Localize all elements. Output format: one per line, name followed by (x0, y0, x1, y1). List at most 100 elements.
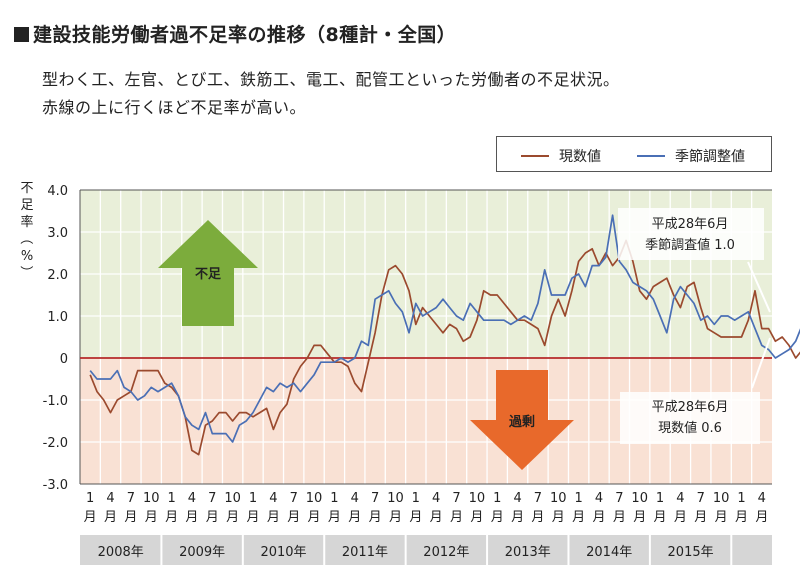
x-tick-month: 10 (306, 491, 323, 506)
x-tick-unit: 月 (633, 510, 646, 525)
x-tick-unit: 月 (185, 510, 198, 525)
callout-seasonal-box (618, 208, 764, 260)
x-tick-month: 10 (550, 491, 567, 506)
x-tick-unit: 月 (592, 510, 605, 525)
y-tick-label: -3.0 (43, 478, 68, 493)
x-tick-month: 1 (575, 491, 583, 506)
shortage-arrow-icon (158, 220, 258, 326)
x-tick-unit: 月 (552, 510, 565, 525)
legend-swatch-seasonal (637, 155, 665, 157)
x-tick-month: 7 (615, 491, 623, 506)
x-tick-unit: 月 (206, 510, 219, 525)
callout-seasonal-line2: 季節調査値 1.0 (645, 237, 735, 253)
x-tick-unit: 月 (694, 510, 707, 525)
y-tick-label: -1.0 (43, 394, 68, 409)
y-axis-label-char: % (21, 249, 33, 264)
x-tick-unit: 月 (613, 510, 626, 525)
callout-actual-leader (751, 337, 771, 389)
x-tick-unit: 月 (246, 510, 259, 525)
chart-title-text: 建設技能労働者過不足率の推移（8種計・全国） (33, 24, 457, 46)
x-tick-unit: 月 (755, 510, 768, 525)
x-tick-month: 4 (595, 491, 603, 506)
x-tick-month: 1 (737, 491, 745, 506)
x-tick-month: 7 (127, 491, 135, 506)
series-line-actual (89, 239, 800, 456)
x-tick-unit: 月 (124, 510, 137, 525)
callout-seasonal-leader (747, 261, 771, 313)
x-tick-unit: 月 (84, 510, 97, 525)
x-tick-month: 4 (106, 491, 114, 506)
year-label: 2011年 (342, 545, 388, 560)
y-axis-label-char: （ (18, 231, 33, 244)
year-label: 2012年 (423, 545, 469, 560)
year-label: 2014年 (586, 545, 632, 560)
x-tick-month: 10 (713, 491, 730, 506)
series-line-seasonal (89, 214, 800, 443)
description-line-1: 型わく工、左官、とび工、鉄筋工、電工、配管工といった労働者の不足状況。 (42, 70, 620, 89)
x-tick-unit: 月 (267, 510, 280, 525)
chart-title: 建設技能労働者過不足率の推移（8種計・全国） (14, 20, 456, 47)
x-tick-month: 7 (452, 491, 460, 506)
year-label: 2013年 (505, 545, 551, 560)
x-tick-month: 4 (432, 491, 440, 506)
description-line-2: 赤線の上に行くほど不足率が高い。 (42, 98, 307, 117)
x-tick-month: 10 (469, 491, 486, 506)
x-tick-month: 1 (330, 491, 338, 506)
x-tick-month: 4 (758, 491, 766, 506)
x-tick-unit: 月 (226, 510, 239, 525)
y-tick-label: 3.0 (47, 226, 68, 241)
year-label: 2008年 (98, 545, 144, 560)
x-tick-unit: 月 (308, 510, 321, 525)
x-tick-month: 4 (188, 491, 196, 506)
legend-item-actual: 現数値 (521, 146, 601, 166)
y-axis-label-char: 率 (20, 214, 33, 230)
year-label: 2010年 (260, 545, 306, 560)
x-tick-month: 1 (656, 491, 664, 506)
year-band (80, 535, 772, 565)
legend: 現数値 季節調整値 (496, 136, 772, 172)
x-tick-month: 4 (269, 491, 277, 506)
x-tick-month: 10 (631, 491, 648, 506)
x-tick-month: 7 (697, 491, 705, 506)
y-tick-label: -2.0 (43, 436, 68, 451)
x-tick-month: 1 (86, 491, 94, 506)
x-tick-unit: 月 (104, 510, 117, 525)
shortage-label: 不足 (195, 267, 222, 282)
x-tick-month: 7 (534, 491, 542, 506)
y-tick-label: 4.0 (47, 184, 68, 199)
x-tick-unit: 月 (531, 510, 544, 525)
x-tick-unit: 月 (572, 510, 585, 525)
callout-seasonal-line1: 平成28年6月 (652, 217, 729, 232)
y-tick-label: 2.0 (47, 268, 68, 283)
x-tick-month: 1 (249, 491, 257, 506)
x-tick-unit: 月 (491, 510, 504, 525)
x-tick-month: 7 (208, 491, 216, 506)
x-tick-month: 4 (676, 491, 684, 506)
x-tick-unit: 月 (735, 510, 748, 525)
x-tick-unit: 月 (450, 510, 463, 525)
legend-item-seasonal: 季節調整値 (637, 146, 745, 166)
x-tick-unit: 月 (328, 510, 341, 525)
legend-swatch-actual (521, 155, 549, 157)
x-tick-unit: 月 (654, 510, 667, 525)
x-tick-month: 4 (513, 491, 521, 506)
y-tick-label: 0 (60, 352, 68, 367)
callout-actual-line1: 平成28年6月 (652, 400, 729, 415)
callout-actual-line2: 現数値 0.6 (658, 420, 722, 436)
x-tick-unit: 月 (165, 510, 178, 525)
x-tick-unit: 月 (389, 510, 402, 525)
x-tick-month: 10 (224, 491, 241, 506)
surplus-label: 過剰 (508, 414, 535, 430)
x-tick-month: 1 (493, 491, 501, 506)
x-tick-unit: 月 (470, 510, 483, 525)
surplus-arrow-icon (470, 370, 574, 470)
x-tick-unit: 月 (674, 510, 687, 525)
y-tick-label: 1.0 (47, 310, 68, 325)
x-tick-unit: 月 (430, 510, 443, 525)
x-tick-month: 1 (167, 491, 175, 506)
x-tick-month: 10 (143, 491, 160, 506)
x-tick-unit: 月 (348, 510, 361, 525)
y-axis-label-char: 足 (20, 198, 33, 213)
x-tick-unit: 月 (409, 510, 422, 525)
